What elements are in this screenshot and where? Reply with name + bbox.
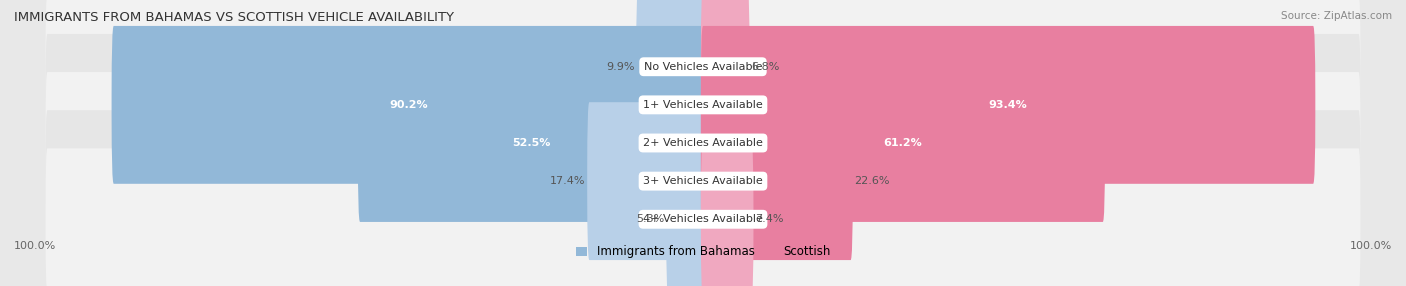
Text: No Vehicles Available: No Vehicles Available xyxy=(644,62,762,72)
Text: 9.9%: 9.9% xyxy=(606,62,634,72)
Text: 5.3%: 5.3% xyxy=(637,214,665,224)
Text: Source: ZipAtlas.com: Source: ZipAtlas.com xyxy=(1281,11,1392,21)
FancyBboxPatch shape xyxy=(588,102,706,260)
Text: 6.8%: 6.8% xyxy=(751,62,779,72)
Text: 1+ Vehicles Available: 1+ Vehicles Available xyxy=(643,100,763,110)
FancyBboxPatch shape xyxy=(45,0,1361,138)
FancyBboxPatch shape xyxy=(700,64,1105,222)
FancyBboxPatch shape xyxy=(700,26,1316,184)
Text: 100.0%: 100.0% xyxy=(1350,241,1392,251)
Text: 61.2%: 61.2% xyxy=(883,138,922,148)
Text: 52.5%: 52.5% xyxy=(512,138,551,148)
FancyBboxPatch shape xyxy=(45,148,1361,286)
FancyBboxPatch shape xyxy=(45,72,1361,214)
Text: IMMIGRANTS FROM BAHAMAS VS SCOTTISH VEHICLE AVAILABILITY: IMMIGRANTS FROM BAHAMAS VS SCOTTISH VEHI… xyxy=(14,11,454,24)
FancyBboxPatch shape xyxy=(45,34,1361,176)
Text: 100.0%: 100.0% xyxy=(14,241,56,251)
Text: 7.4%: 7.4% xyxy=(755,214,783,224)
FancyBboxPatch shape xyxy=(45,110,1361,252)
FancyBboxPatch shape xyxy=(700,102,853,260)
FancyBboxPatch shape xyxy=(700,0,749,146)
Text: 90.2%: 90.2% xyxy=(389,100,427,110)
Text: 4+ Vehicles Available: 4+ Vehicles Available xyxy=(643,214,763,224)
FancyBboxPatch shape xyxy=(666,140,706,286)
Text: 22.6%: 22.6% xyxy=(855,176,890,186)
Text: 93.4%: 93.4% xyxy=(988,100,1028,110)
Legend: Immigrants from Bahamas, Scottish: Immigrants from Bahamas, Scottish xyxy=(571,241,835,263)
Text: 3+ Vehicles Available: 3+ Vehicles Available xyxy=(643,176,763,186)
Text: 2+ Vehicles Available: 2+ Vehicles Available xyxy=(643,138,763,148)
FancyBboxPatch shape xyxy=(111,26,706,184)
FancyBboxPatch shape xyxy=(700,140,754,286)
FancyBboxPatch shape xyxy=(359,64,706,222)
FancyBboxPatch shape xyxy=(636,0,706,146)
Text: 17.4%: 17.4% xyxy=(550,176,586,186)
